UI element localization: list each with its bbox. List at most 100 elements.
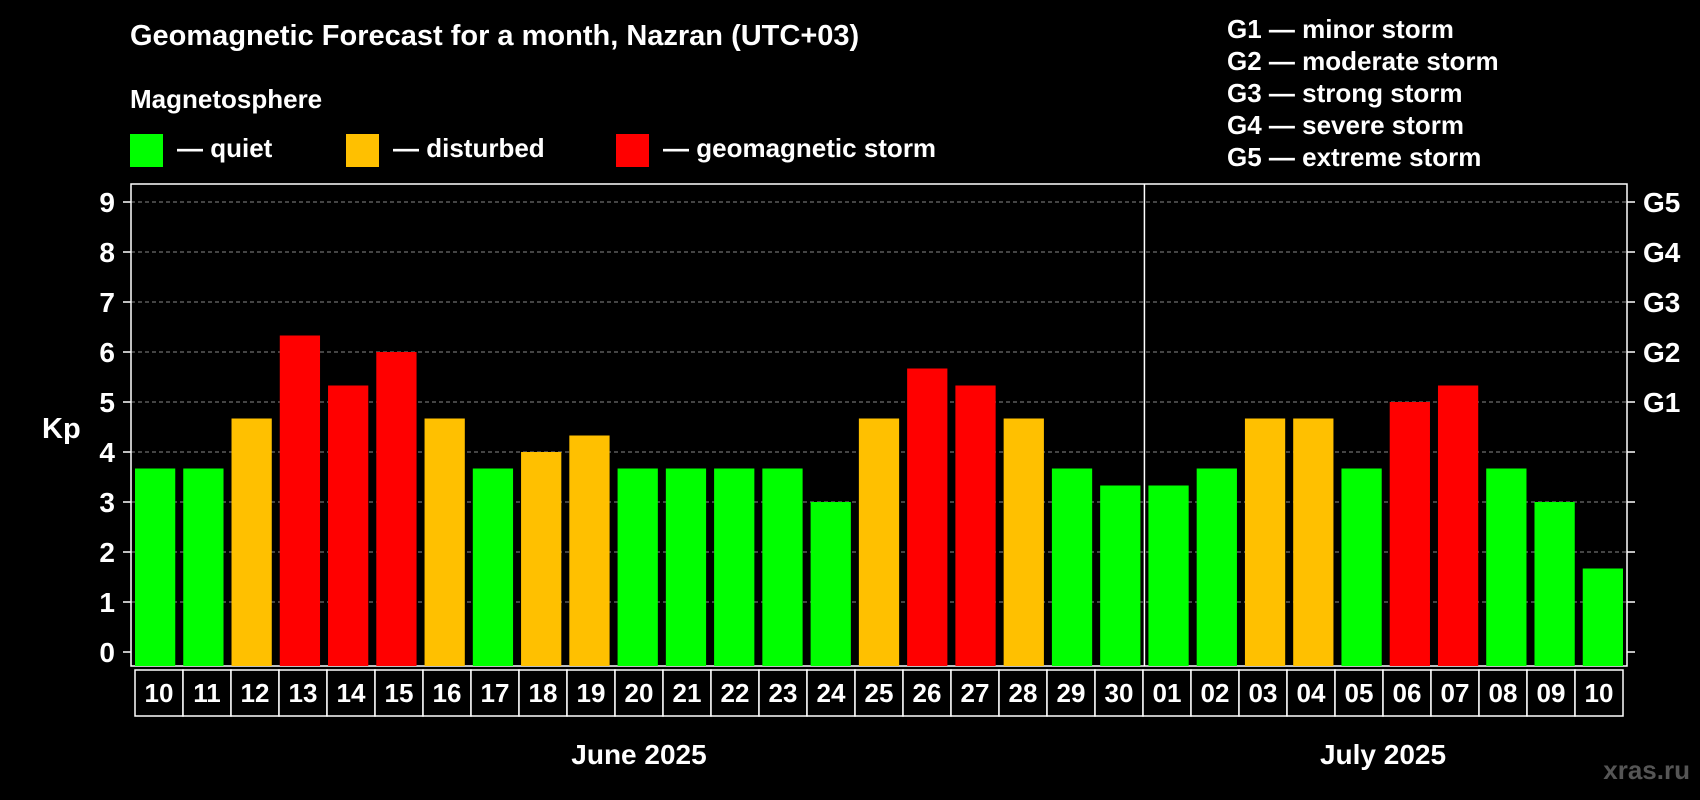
bar-3 <box>231 418 272 666</box>
x-tick-label-6: 15 <box>385 678 414 708</box>
g-level-g5: G5 <box>1643 187 1680 218</box>
legend-swatch-storm <box>616 134 649 167</box>
x-tick-box-15 <box>806 669 856 717</box>
g-level-g4: G4 <box>1643 237 1681 268</box>
x-tick-box-5 <box>326 669 376 717</box>
x-tick-label-16: 25 <box>865 678 894 708</box>
bar-11 <box>617 468 658 666</box>
x-tick-box-13 <box>710 669 760 717</box>
y-tick-label-7: 7 <box>99 287 115 318</box>
bar-10 <box>569 435 610 666</box>
x-tick-box-26 <box>1334 669 1384 717</box>
legend-swatch-disturbed <box>346 134 379 167</box>
bar-29 <box>1486 468 1527 666</box>
legend-swatch-quiet <box>130 134 163 167</box>
y-tick-label-4: 4 <box>99 437 115 468</box>
bar-27 <box>1389 402 1430 666</box>
y-tick-label-3: 3 <box>99 487 115 518</box>
x-tick-label-25: 04 <box>1297 678 1326 708</box>
g-level-g1: G1 <box>1643 387 1680 418</box>
x-tick-label-29: 08 <box>1489 678 1518 708</box>
x-tick-label-7: 16 <box>433 678 462 708</box>
x-tick-box-16 <box>854 669 904 717</box>
x-tick-label-3: 12 <box>241 678 270 708</box>
x-tick-box-29 <box>1478 669 1528 717</box>
x-tick-label-26: 05 <box>1345 678 1374 708</box>
x-tick-box-18 <box>950 669 1000 717</box>
bar-30 <box>1534 502 1575 666</box>
bar-19 <box>1003 418 1044 666</box>
bar-6 <box>376 352 417 666</box>
month-label: July 2025 <box>1320 739 1446 770</box>
bar-14 <box>762 468 803 666</box>
chart-title: Geomagnetic Forecast for a month, Nazran… <box>130 20 860 52</box>
bar-12 <box>665 468 707 666</box>
x-tick-label-23: 02 <box>1201 678 1230 708</box>
x-tick-label-11: 20 <box>625 678 654 708</box>
x-tick-label-19: 28 <box>1009 678 1038 708</box>
x-tick-label-8: 17 <box>481 678 510 708</box>
bar-26 <box>1341 468 1382 666</box>
bar-31 <box>1582 568 1623 666</box>
bar-7 <box>424 418 465 666</box>
x-tick-box-27 <box>1382 669 1432 717</box>
x-tick-box-17 <box>902 669 952 717</box>
legend-label-quiet: — quiet <box>177 133 273 163</box>
x-tick-box-11 <box>614 669 664 717</box>
bar-1 <box>135 468 176 666</box>
x-tick-box-14 <box>758 669 808 717</box>
x-tick-box-3 <box>230 669 280 717</box>
bar-18 <box>955 385 996 666</box>
x-tick-label-5: 14 <box>337 678 366 708</box>
x-tick-label-10: 19 <box>577 678 606 708</box>
y-tick-label-0: 0 <box>99 637 115 668</box>
storm-scale-g3: G3 — strong storm <box>1227 78 1463 108</box>
x-tick-box-19 <box>998 669 1048 717</box>
x-tick-label-20: 29 <box>1057 678 1086 708</box>
x-tick-label-30: 09 <box>1537 678 1566 708</box>
x-tick-label-21: 30 <box>1105 678 1134 708</box>
x-tick-box-24 <box>1238 669 1288 717</box>
bar-13 <box>714 468 755 666</box>
bar-24 <box>1244 418 1286 666</box>
x-tick-box-10 <box>566 669 616 717</box>
x-tick-box-31 <box>1574 669 1624 717</box>
x-tick-box-12 <box>662 669 712 717</box>
storm-scale-g4: G4 — severe storm <box>1227 110 1465 140</box>
bar-28 <box>1437 385 1479 666</box>
legend-heading: Magnetosphere <box>130 84 323 114</box>
x-tick-label-18: 27 <box>961 678 990 708</box>
x-tick-label-2: 11 <box>193 678 221 708</box>
bar-22 <box>1148 485 1189 666</box>
storm-scale-g1: G1 — minor storm <box>1227 14 1454 44</box>
month-label: June 2025 <box>571 739 706 770</box>
x-tick-label-28: 07 <box>1441 678 1470 708</box>
bar-23 <box>1196 468 1237 666</box>
x-tick-label-27: 06 <box>1393 678 1422 708</box>
g-level-g2: G2 <box>1643 337 1680 368</box>
bar-21 <box>1100 485 1141 666</box>
y-tick-label-6: 6 <box>99 337 115 368</box>
bar-16 <box>858 418 900 666</box>
bar-8 <box>472 468 514 666</box>
bar-17 <box>907 368 948 666</box>
x-tick-label-12: 21 <box>673 678 702 708</box>
x-tick-box-4 <box>278 669 328 717</box>
bar-2 <box>183 468 224 666</box>
bar-20 <box>1051 468 1093 666</box>
y-tick-label-2: 2 <box>99 537 115 568</box>
x-tick-box-2 <box>182 669 232 717</box>
g-level-g3: G3 <box>1643 287 1680 318</box>
x-tick-label-17: 26 <box>913 678 942 708</box>
bar-25 <box>1293 418 1334 666</box>
storm-scale-g2: G2 — moderate storm <box>1227 46 1499 76</box>
x-tick-label-9: 18 <box>529 678 558 708</box>
x-tick-box-7 <box>422 669 472 717</box>
y-tick-label-8: 8 <box>99 237 115 268</box>
x-tick-box-28 <box>1430 669 1480 717</box>
bar-9 <box>521 452 562 666</box>
x-tick-box-20 <box>1046 669 1096 717</box>
x-tick-label-14: 23 <box>769 678 798 708</box>
y-tick-label-5: 5 <box>99 387 115 418</box>
x-tick-label-31: 10 <box>1585 678 1614 708</box>
